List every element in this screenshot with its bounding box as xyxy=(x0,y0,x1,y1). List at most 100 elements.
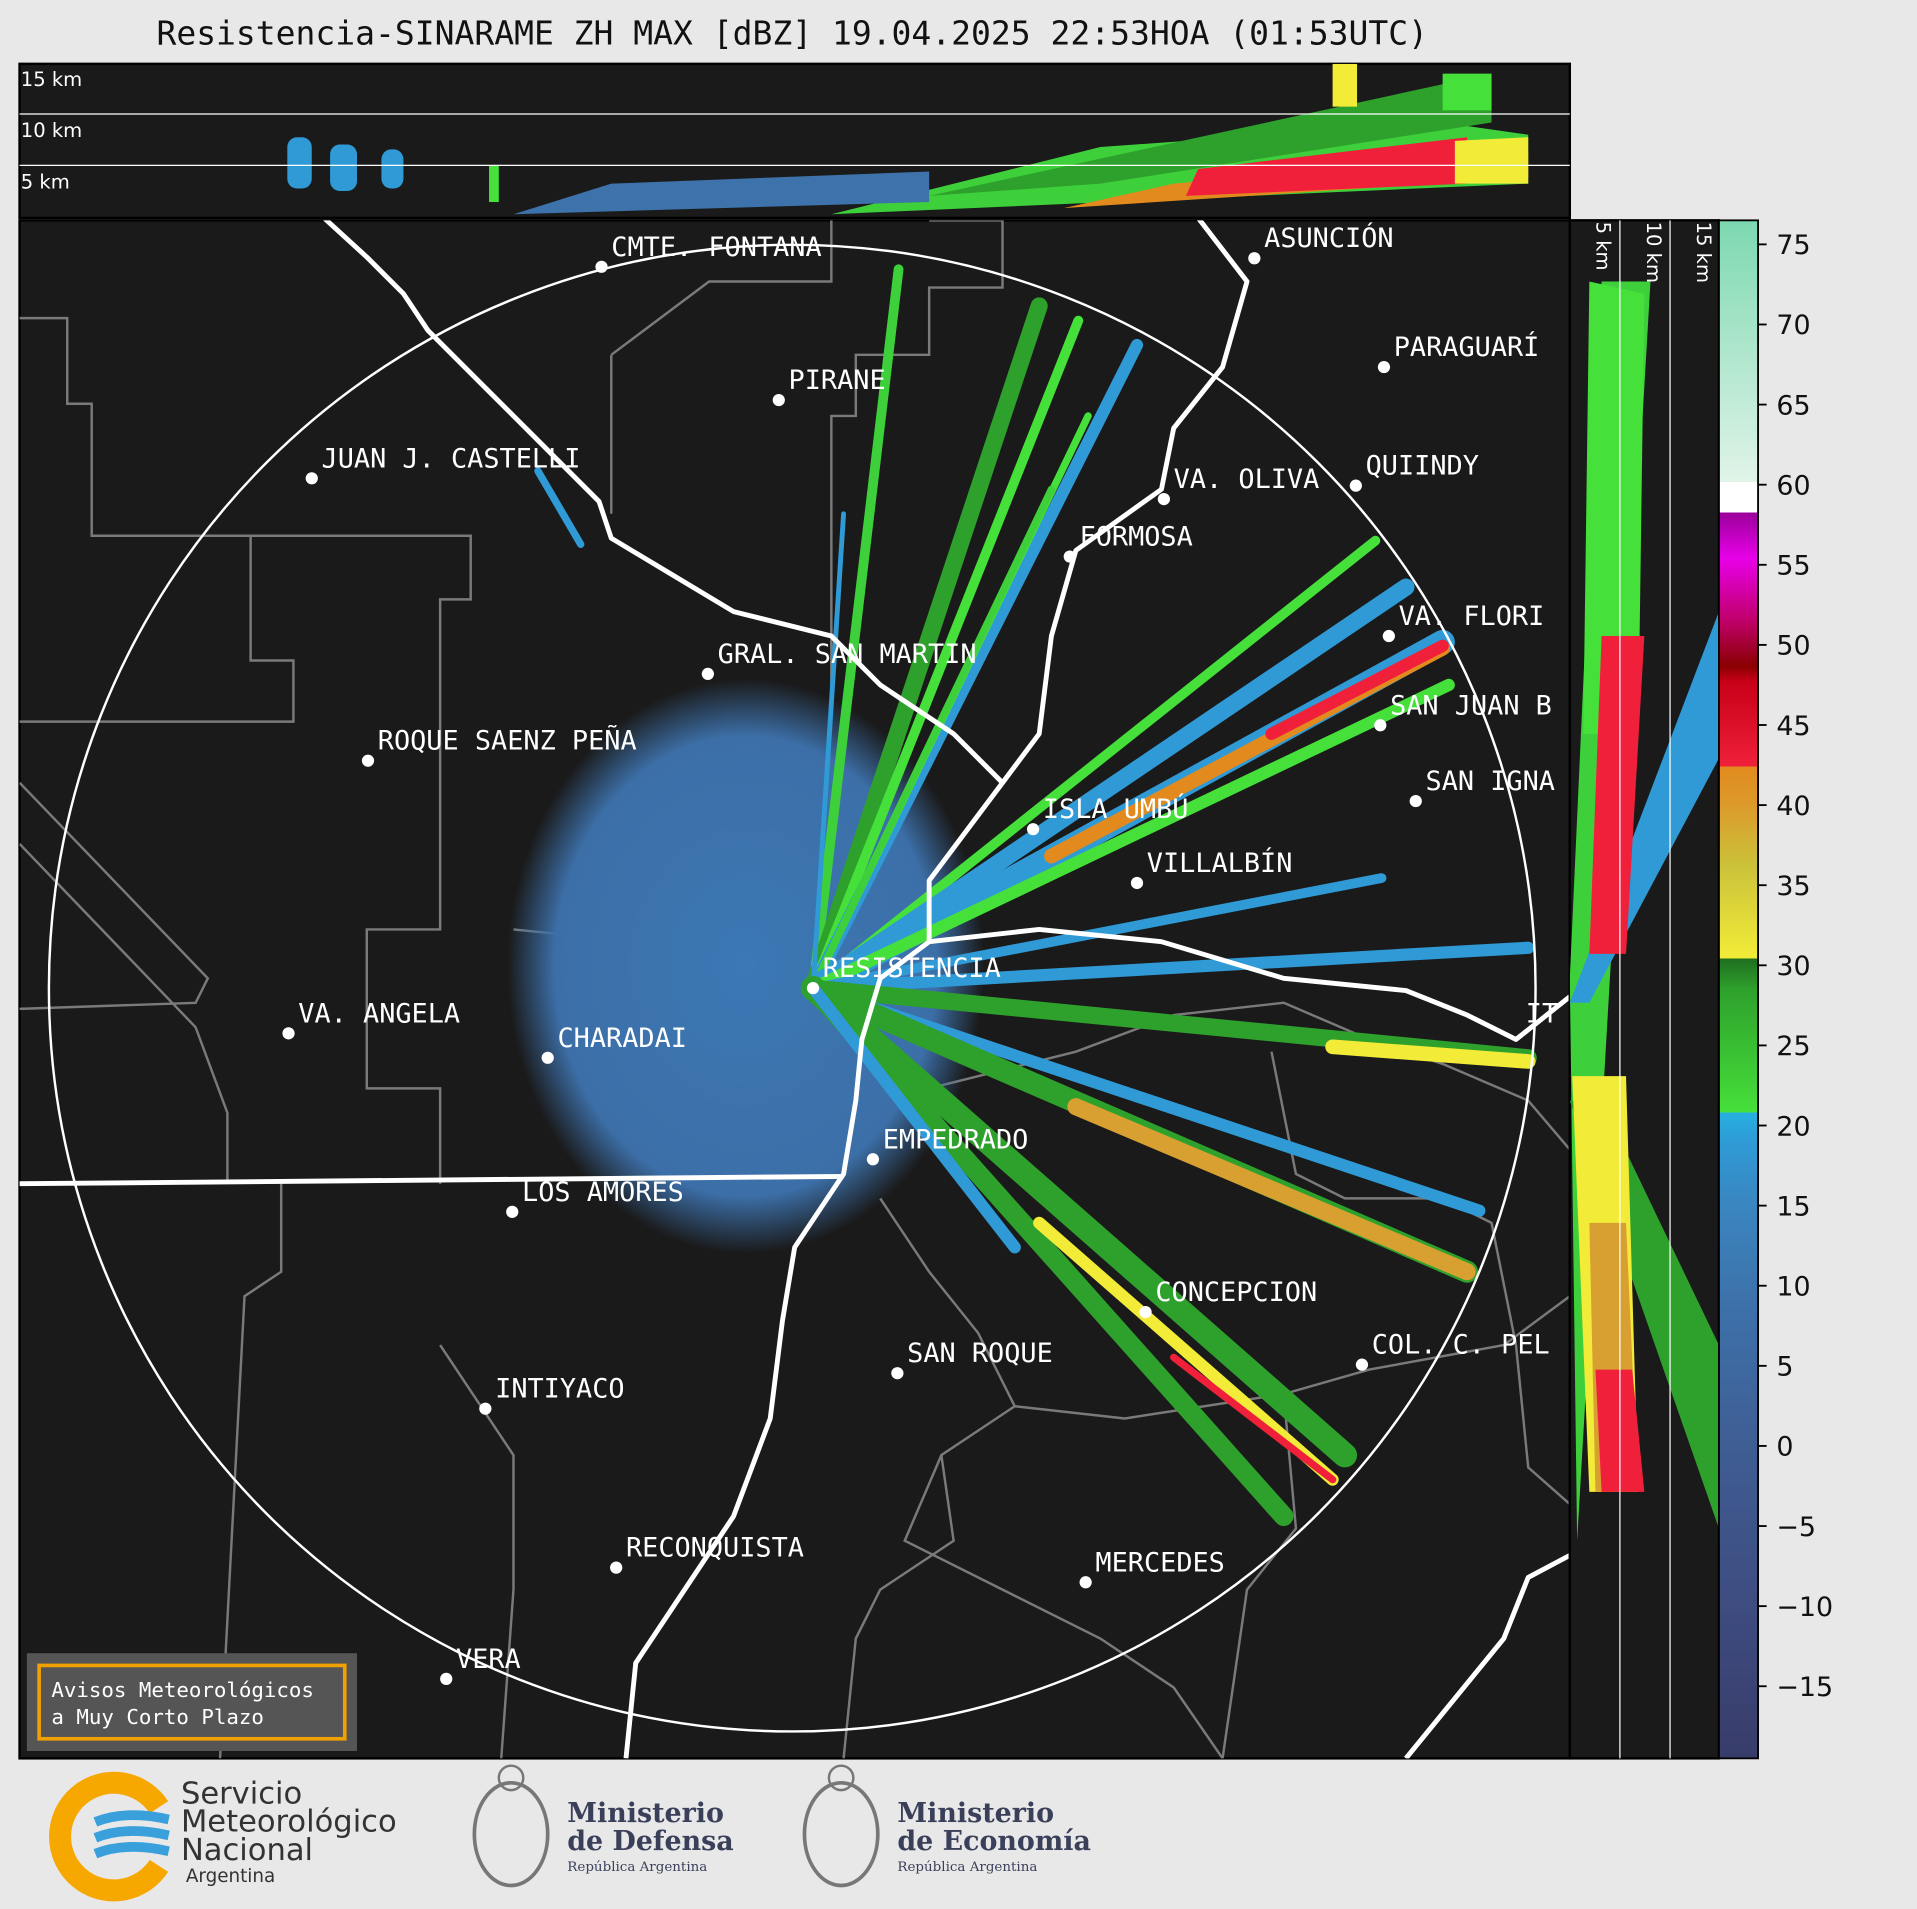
place-label: COL. C. PEL xyxy=(1372,1330,1550,1361)
notice-frame xyxy=(37,1663,347,1741)
place-label: CONCEPCION xyxy=(1155,1277,1317,1308)
colorbar-tick-label: −5 xyxy=(1776,1512,1816,1543)
place-label: VA. OLIVA xyxy=(1174,464,1320,495)
colorbar-tick-label: 30 xyxy=(1776,951,1810,982)
place-dot xyxy=(282,1027,295,1040)
colorbar-tick-label: 60 xyxy=(1776,470,1810,501)
place-label: SAN IGNA xyxy=(1426,766,1555,797)
colorbar-tick-label: 45 xyxy=(1776,711,1810,742)
place-label: PARAGUARÍ xyxy=(1394,331,1540,363)
place-label: CMTE. FONTANA xyxy=(611,232,821,263)
place-dot xyxy=(806,982,820,995)
place-label: VA. FLORI xyxy=(1399,601,1545,632)
km-label: 10 km xyxy=(1642,222,1665,283)
place-dot xyxy=(541,1051,554,1064)
notice-text: Avisos Meteorológicos xyxy=(51,1678,314,1702)
defensa-logo: Ministerio de Defensa República Argentin… xyxy=(472,1764,734,1888)
logo-text: de Defensa xyxy=(567,1826,733,1857)
place-label: SAN JUAN B xyxy=(1390,690,1552,721)
place-label: GRAL. SAN MARTIN xyxy=(718,639,977,670)
colorbar-tick-label: 25 xyxy=(1776,1031,1810,1062)
place-dot xyxy=(506,1205,519,1218)
colorbar-tick-label: 0 xyxy=(1776,1432,1793,1463)
place-label: LOS AMORES xyxy=(522,1177,684,1208)
place-dot xyxy=(1026,823,1040,836)
logo-text: Nacional xyxy=(181,1833,313,1868)
economia-logo: Ministerio de Economía República Argenti… xyxy=(802,1764,1091,1888)
range-ring xyxy=(47,243,1537,1733)
echo-rays xyxy=(534,264,1537,1527)
place-dot xyxy=(361,754,375,767)
place-dot xyxy=(701,667,714,681)
place-label: MERCEDES xyxy=(1095,1547,1224,1578)
colorbar-tick-label: 55 xyxy=(1776,551,1810,582)
colorbar-tick-label: 40 xyxy=(1776,791,1810,822)
map-layer: CMTE. FONTANA PIRANE ASUNCIÓN PARAGUARÍ JUAN… xyxy=(19,220,1570,1759)
place-dot xyxy=(1248,252,1261,265)
place-dot xyxy=(1374,719,1387,732)
place-dot xyxy=(1079,1576,1092,1589)
colorbar-tick-label: 70 xyxy=(1776,310,1810,341)
colorbar-tick-label: 50 xyxy=(1776,631,1810,662)
notice-box xyxy=(26,1653,357,1752)
place-dot xyxy=(1382,629,1395,643)
rivers-borders xyxy=(19,220,1570,1759)
place-label: VILLALBÍN xyxy=(1147,847,1293,879)
place-label: VERA xyxy=(456,1644,521,1675)
place-label: EMPEDRADO xyxy=(883,1124,1029,1155)
place-dot xyxy=(595,260,608,273)
logo-text: República Argentina xyxy=(897,1860,1037,1875)
colorbar-tick-label: 35 xyxy=(1776,871,1810,902)
logo-text: de Economía xyxy=(897,1826,1091,1857)
places: CMTE. FONTANA PIRANE ASUNCIÓN PARAGUARÍ JUAN… xyxy=(282,222,1558,1685)
place-dot xyxy=(772,393,785,407)
place-label: FORMOSA xyxy=(1080,522,1193,553)
place-label: VA. ANGELA xyxy=(298,998,460,1029)
place-dot xyxy=(1409,794,1422,808)
logo-text: Argentina xyxy=(186,1866,275,1887)
colorbar xyxy=(1718,219,1759,1760)
place-dot xyxy=(866,1153,880,1166)
place-dot xyxy=(440,1672,453,1685)
logo-text: Meteorológico xyxy=(181,1805,397,1840)
km-label: 5 km xyxy=(21,171,70,194)
colorbar-tick-label: 75 xyxy=(1776,230,1810,261)
place-dot xyxy=(1349,479,1362,492)
place-dot xyxy=(1157,492,1171,506)
place-label: ASUNCIÓN xyxy=(1264,222,1393,254)
place-dot xyxy=(1377,360,1391,374)
place-label: ROQUE SAENZ PEÑA xyxy=(378,725,637,757)
place-label: SAN ROQUE xyxy=(907,1338,1053,1369)
km-label: 15 km xyxy=(21,68,82,91)
place-dot xyxy=(1139,1305,1152,1319)
title: Resistencia-SINARAME ZH MAX [dBZ] 19.04.… xyxy=(156,13,1428,52)
place-label: RESISTENCIA xyxy=(823,953,1001,984)
colorbar-tick-label: −10 xyxy=(1776,1592,1833,1623)
place-dot xyxy=(610,1561,623,1574)
place-label: CHARADAI xyxy=(557,1023,686,1054)
smn-logo: Servicio Meteorológico Nacional Argentin… xyxy=(49,1771,397,1902)
place-label: JUAN J. CASTELLI xyxy=(322,443,581,474)
place-dot xyxy=(479,1402,492,1415)
logo-text: Ministerio xyxy=(567,1798,724,1829)
colorbar-tick-label: 5 xyxy=(1776,1352,1793,1383)
place-dot xyxy=(1130,876,1144,890)
place-label: IT xyxy=(1526,998,1558,1029)
colorbar-tick-label: 20 xyxy=(1776,1111,1810,1142)
notice-text: a Muy Corto Plazo xyxy=(51,1705,264,1729)
place-dot xyxy=(1355,1358,1369,1371)
place-label: ISLA UMBÚ xyxy=(1043,793,1189,825)
side-echoes xyxy=(1569,281,1719,1541)
colorbar-tick-label: 15 xyxy=(1776,1191,1810,1222)
place-dot xyxy=(305,472,318,485)
place-label: QUIINDY xyxy=(1366,451,1479,482)
logo-text: República Argentina xyxy=(567,1860,707,1875)
km-label: 10 km xyxy=(21,119,82,142)
logo-text: Servicio xyxy=(181,1777,302,1812)
place-label: RECONQUISTA xyxy=(626,1533,804,1564)
place-label: PIRANE xyxy=(789,365,886,396)
place-dot xyxy=(1063,550,1076,563)
